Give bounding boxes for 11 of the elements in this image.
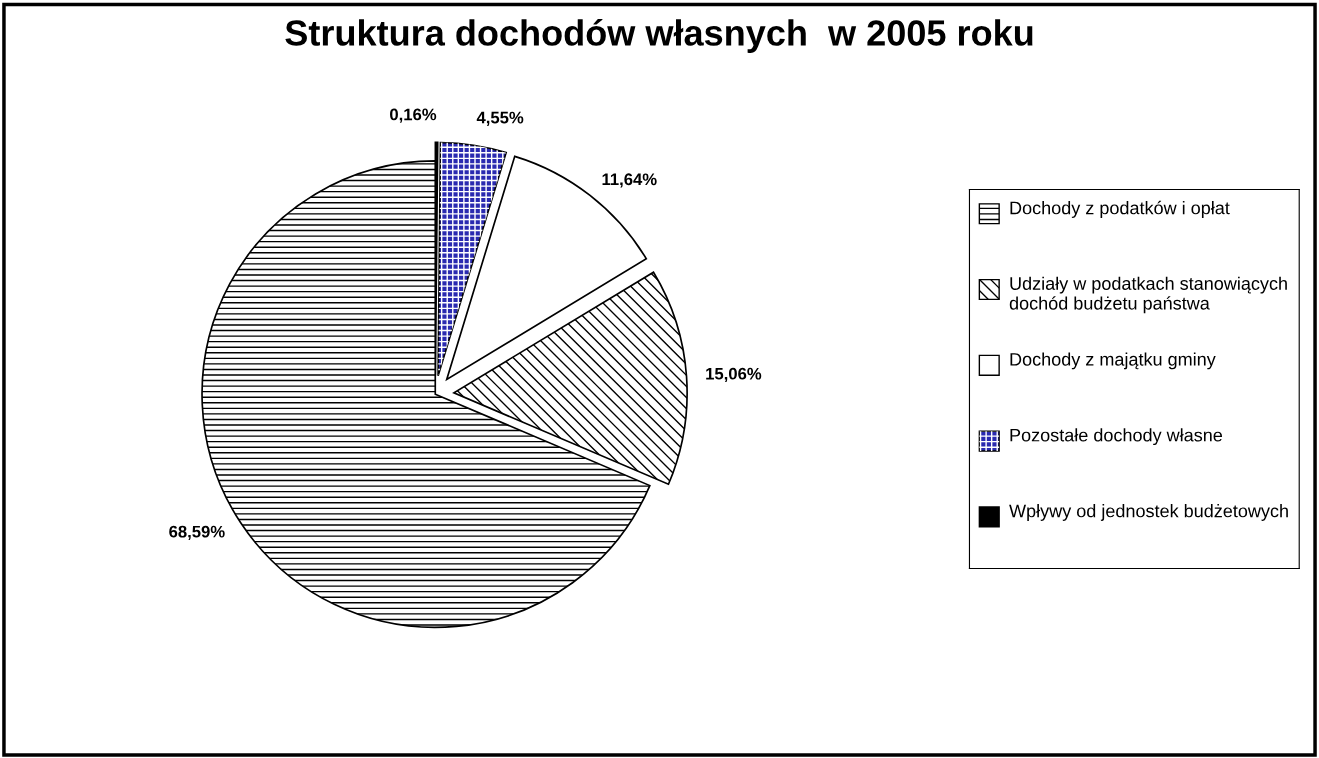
legend-label: Dochody z podatków i opłat [1010, 200, 1230, 218]
legend-label: Pozostałe dochody własne [1010, 428, 1223, 446]
legend-label: Udziały w podatkach stanowiących dochód budżetu państwa [1009, 276, 1287, 314]
data-label: 68,59% [169, 525, 225, 540]
data-label: 15,06% [706, 367, 762, 383]
data-label: 0,16% [390, 108, 437, 123]
chart-title: Struktura dochodów własnych w 2005 roku [285, 18, 1033, 53]
data-label: 11,64% [602, 173, 657, 188]
legend-label: Wpływy od jednostek budżetowych [1009, 504, 1288, 521]
data-label: 4,55% [476, 111, 524, 126]
legend-label: Dochody z majątku gminy [1010, 352, 1216, 370]
